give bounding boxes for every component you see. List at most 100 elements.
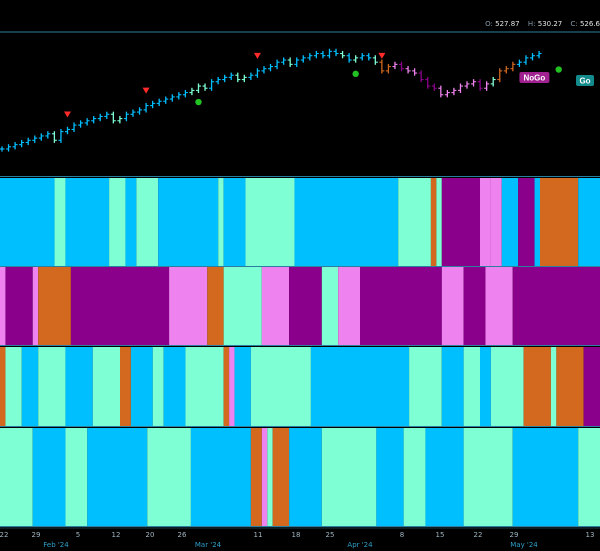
panel-segment-weak-up	[463, 428, 513, 526]
panel-segment-weak-down	[338, 267, 360, 345]
panel-segment-weak-down	[261, 267, 290, 345]
panel-segment-strong-down	[512, 267, 600, 345]
x-tick-label: 25	[326, 531, 335, 539]
sell-signal-marker	[253, 52, 261, 59]
panel-segment-neutral	[523, 347, 551, 426]
x-tick-label: 22	[474, 531, 483, 539]
panel-segment-strong-up	[32, 428, 66, 526]
panel-segment-weak-up	[0, 428, 33, 526]
panel-segment-strong-up	[534, 178, 540, 266]
panel-segment-strong-up	[512, 428, 579, 526]
buy-signal-marker	[555, 66, 562, 73]
panel-segment-weak-up	[5, 347, 22, 426]
panel-segment-weak-down	[261, 428, 268, 526]
x-tick-label: Apr '24	[347, 541, 373, 549]
buy-signal-marker	[352, 70, 359, 78]
panel-segment-neutral	[207, 267, 224, 345]
panel-segment-strong-up	[21, 347, 39, 426]
panel-segment-weak-up	[550, 347, 557, 426]
panel-segment-strong-up	[376, 428, 404, 526]
panel-segment-strong-up	[87, 428, 148, 526]
panel-segment-strong-up	[158, 178, 219, 266]
panel-segment-strong-up	[441, 347, 464, 426]
nogo-label-box	[519, 72, 550, 83]
panel-segment-weak-up	[436, 178, 442, 266]
panel-segment-strong-up	[234, 347, 251, 426]
panel-segment-weak-up	[92, 347, 120, 426]
panel-segment-weak-up	[185, 347, 224, 426]
sell-signal-marker	[63, 111, 71, 118]
panel-segment-strong-up	[65, 178, 110, 266]
open-value: 527.87	[495, 20, 520, 28]
panel-segment-strong-down	[360, 267, 442, 345]
panel-segment-weak-up	[65, 428, 88, 526]
x-tick-label: 5	[76, 531, 80, 539]
high-label: H:	[527, 20, 536, 28]
panel-segment-neutral	[120, 347, 131, 426]
panel-segment-weak-up	[152, 347, 164, 426]
panel-segment-neutral	[38, 267, 71, 345]
panel-segment-weak-up	[398, 178, 431, 266]
go-label-box	[576, 75, 594, 86]
panel-segment-neutral	[556, 347, 584, 426]
panel-segment-neutral	[250, 428, 262, 526]
panel-segment-weak-up	[109, 178, 126, 266]
x-tick-label: 29	[510, 531, 519, 539]
x-tick-label: 18	[292, 531, 301, 539]
panel-segment-weak-up	[578, 428, 600, 526]
panel-segment-strong-up	[223, 178, 246, 266]
panel-segment-weak-up	[218, 178, 224, 266]
x-tick-label: 20	[146, 531, 155, 539]
panel-segment-weak-up	[250, 347, 311, 426]
panel-segment-weak-down	[490, 178, 502, 266]
price-pane: NoGo Go	[0, 31, 600, 177]
x-tick-label: May '24	[510, 541, 538, 549]
panel-segment-weak-up	[38, 347, 66, 426]
panel-segment-strong-down	[70, 267, 170, 345]
panel-segment-weak-down	[441, 267, 464, 345]
x-tick-label: 8	[400, 531, 404, 539]
x-tick-label: 11	[254, 531, 263, 539]
panel-segment-weak-up	[223, 267, 262, 345]
panel-segment-strong-up	[125, 178, 137, 266]
close-label: C:	[570, 20, 578, 28]
panel-segment-weak-down	[0, 267, 6, 345]
panel-segment-strong-up	[289, 428, 322, 526]
panel-segment-neutral	[0, 347, 6, 426]
indicator-panels	[0, 178, 600, 527]
panel-segment-strong-up	[65, 347, 93, 426]
panel-segment-strong-up	[190, 428, 251, 526]
sell-signal-marker	[142, 87, 150, 94]
panel-segment-strong-up	[310, 347, 410, 426]
panel-segment-weak-up	[267, 428, 273, 526]
panel-segment-weak-up	[403, 428, 426, 526]
panel-segment-strong-down	[5, 267, 33, 345]
sell-signal-marker	[378, 52, 386, 59]
panel-segment-strong-down	[463, 267, 486, 345]
panel-segment-strong-up	[163, 347, 186, 426]
panel-segment-neutral	[223, 347, 230, 426]
indicator-panel	[0, 347, 600, 427]
panel-segment-weak-down	[169, 267, 208, 345]
ohlc-readout: O: 527.87 H: 530.27 C: 526.6	[479, 20, 600, 32]
panel-segment-strong-up	[480, 347, 491, 426]
buy-signal-marker	[195, 98, 202, 106]
go-label: Go	[579, 77, 590, 86]
panel-segment-strong-up	[578, 178, 600, 266]
x-tick-label: 29	[32, 531, 41, 539]
x-tick-label: Mar '24	[195, 541, 222, 549]
panel-segment-strong-up	[501, 178, 519, 266]
open-label: O:	[485, 20, 493, 28]
panel-segment-strong-down	[583, 347, 600, 426]
panel-segment-weak-up	[321, 428, 377, 526]
high-value: 530.27	[537, 20, 563, 28]
panel-segment-weak-up	[245, 178, 295, 266]
panel-segment-neutral	[540, 178, 579, 266]
x-tick-label: 13	[586, 531, 595, 539]
indicator-panel	[0, 428, 600, 527]
panel-segment-neutral	[430, 178, 437, 266]
panel-segment-strong-up	[0, 178, 55, 266]
panel-segment-strong-up	[294, 178, 399, 266]
